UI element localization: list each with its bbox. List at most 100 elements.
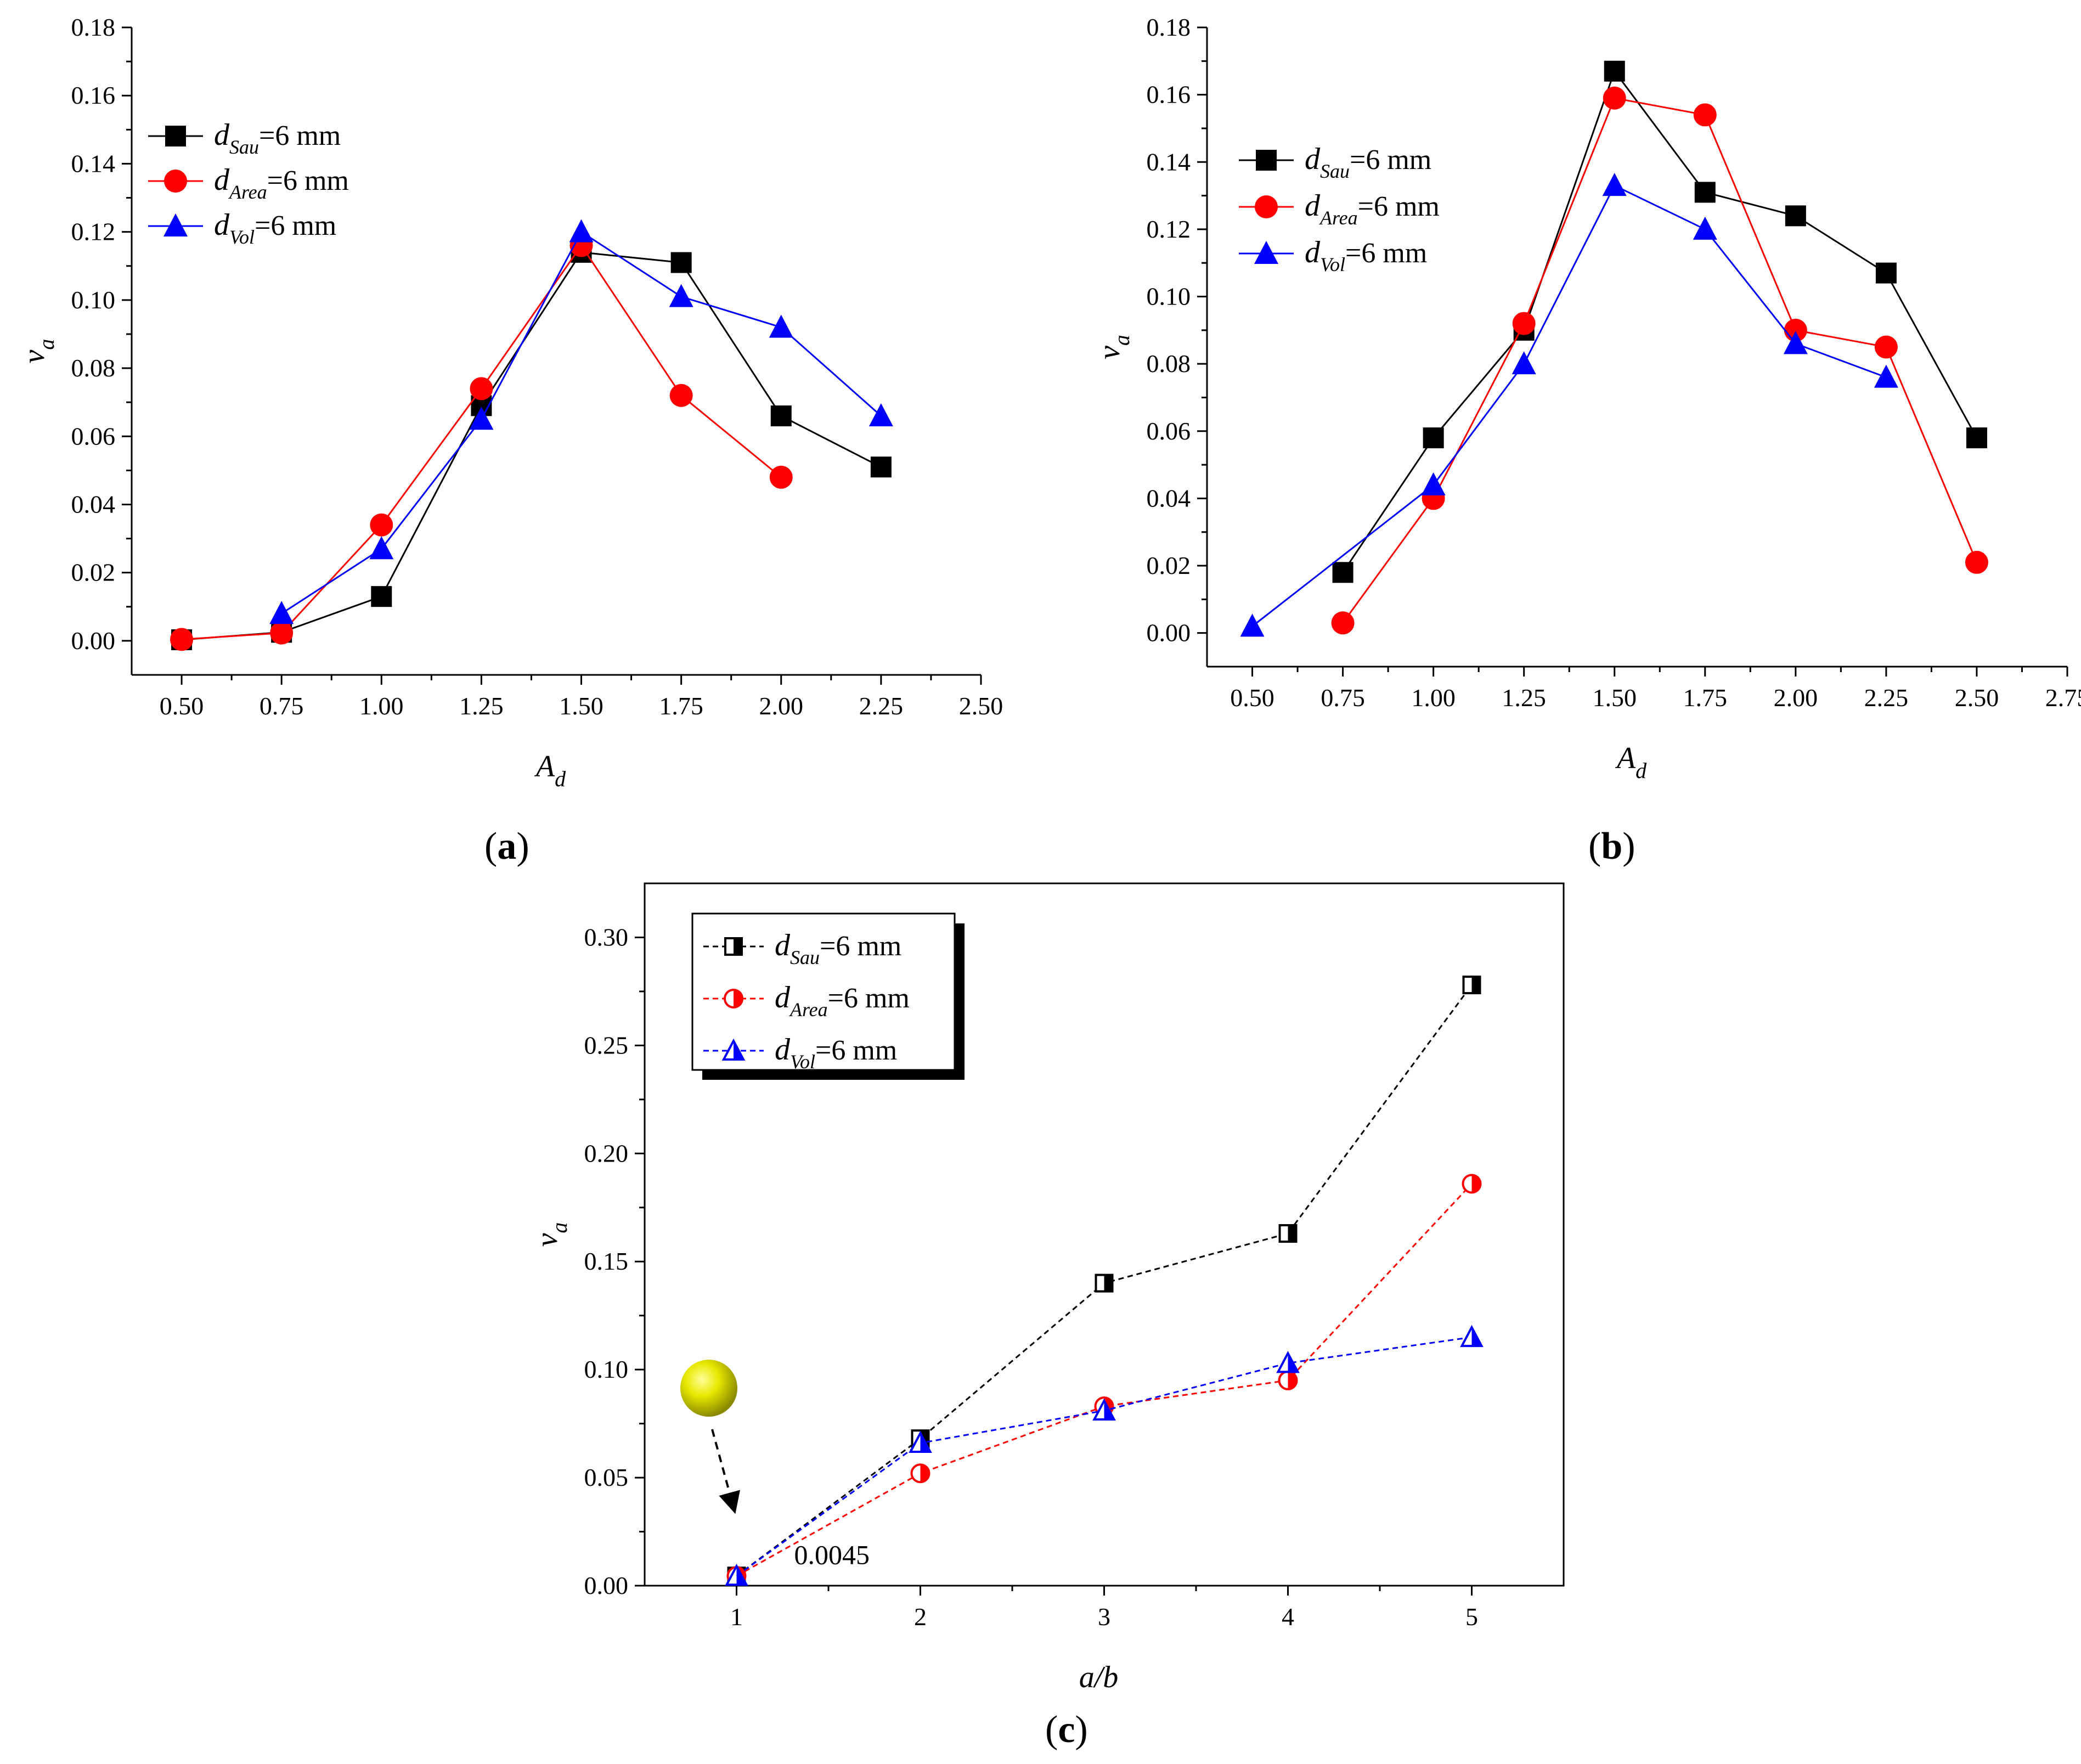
data-point-vol (1693, 216, 1717, 240)
x-tick-label: 2.00 (1774, 684, 1818, 712)
y-tick-label: 0.00 (584, 1571, 629, 1599)
y-tick-label: 0.10 (71, 286, 116, 314)
y-tick-label: 0.02 (71, 559, 116, 587)
y-tick-label: 0.18 (71, 13, 116, 41)
x-tick-label: 2.50 (959, 692, 1003, 720)
sphere-icon (680, 1360, 737, 1417)
data-point-vol (1460, 1325, 1484, 1348)
annotation-label: 0.0045 (794, 1539, 870, 1570)
legend-marker (164, 170, 187, 193)
y-tick-label: 0.12 (71, 218, 116, 246)
legend-label: dArea=6 mm (1305, 189, 1440, 229)
data-point-area (1693, 103, 1717, 127)
y-tick-label: 0.30 (584, 923, 629, 951)
data-point-area (769, 465, 793, 489)
data-point-sau (1785, 205, 1806, 227)
data-point-vol (909, 1430, 932, 1453)
data-point-vol (1783, 331, 1808, 354)
x-tick-label: 3 (1098, 1603, 1110, 1631)
panel-label: (b) (1588, 825, 1636, 867)
x-tick-label: 2.00 (759, 692, 804, 720)
x-axis-title: a/b (1079, 1660, 1119, 1694)
x-tick-label: 2.25 (1864, 684, 1909, 712)
y-tick-label: 0.15 (584, 1247, 629, 1275)
y-tick-label: 0.04 (1147, 484, 1191, 512)
data-point-vol (569, 219, 594, 243)
data-point-area (1603, 86, 1626, 110)
x-tick-label: 1.25 (459, 692, 504, 720)
x-tick-label: 2.50 (1955, 684, 1999, 712)
y-tick-label: 0.00 (1147, 619, 1191, 647)
x-tick-label: 2.75 (2045, 684, 2081, 712)
legend-label: dVol=6 mm (214, 208, 336, 248)
data-point-sau (1966, 427, 1987, 449)
y-axis-title: va (530, 1222, 572, 1247)
data-point-vol (1421, 472, 1446, 495)
y-tick-label: 0.04 (71, 490, 116, 518)
x-tick-label: 1.75 (659, 692, 703, 720)
x-tick-label: 2 (914, 1603, 927, 1631)
data-point-vol (669, 284, 693, 307)
x-tick-label: 1.50 (1592, 684, 1637, 712)
data-point-sau (1278, 1224, 1298, 1243)
y-tick-label: 0.10 (584, 1355, 629, 1383)
legend-marker (163, 213, 188, 236)
x-tick-label: 0.75 (260, 692, 304, 720)
y-tick-label: 0.08 (71, 354, 116, 382)
data-point-sau (870, 457, 892, 478)
y-tick-label: 0.08 (1147, 350, 1191, 377)
y-tick-label: 0.18 (1147, 13, 1191, 41)
y-tick-label: 0.20 (584, 1139, 629, 1167)
data-point-sau (1095, 1273, 1114, 1293)
data-point-vol (469, 407, 494, 430)
legend: dSau=6 mm dArea=6 mm dVol=6 mm (148, 118, 349, 248)
legend-label: dSau=6 mm (214, 118, 341, 158)
x-tick-label: 1 (730, 1603, 743, 1631)
x-tick-label: 1.75 (1683, 684, 1728, 712)
x-tick-label: 1.00 (1411, 684, 1456, 712)
data-point-sau (1694, 182, 1716, 203)
data-point-area (1331, 611, 1355, 635)
x-tick-label: 0.50 (1230, 684, 1274, 712)
y-tick-label: 0.10 (1147, 283, 1191, 311)
y-tick-label: 0.05 (584, 1463, 629, 1491)
legend-label: dVol=6 mm (1305, 235, 1427, 275)
legend: dSau=6 mm dArea=6 mm dVol=6 mm (1239, 142, 1440, 275)
data-point-area (470, 377, 493, 401)
legend-label: dSau=6 mm (1305, 142, 1431, 182)
data-point-vol (1276, 1351, 1300, 1373)
x-tick-label: 5 (1465, 1603, 1478, 1631)
y-tick-label: 0.06 (1147, 417, 1191, 445)
chart-panel-b: 0.00 0.02 0.04 0.06 0.08 0.10 0.12 0.14 0.16 0.18… (1092, 13, 2081, 867)
y-tick-label: 0.14 (1147, 148, 1191, 176)
legend-marker (1254, 241, 1278, 264)
y-tick-label: 0.16 (1147, 81, 1191, 109)
data-point-sau (770, 405, 792, 426)
y-axis-title: va (17, 339, 59, 364)
data-point-vol (869, 403, 893, 426)
data-point-sau (1875, 262, 1897, 284)
legend-label: dArea=6 mm (214, 163, 349, 203)
y-tick-label: 0.00 (71, 627, 116, 655)
panel-label: (c) (1045, 1709, 1088, 1751)
data-point-vol (1602, 173, 1627, 196)
data-point-area (1462, 1174, 1482, 1194)
data-point-sau (1462, 976, 1481, 995)
series-line-area (736, 1183, 1473, 1577)
data-point-vol (1512, 351, 1536, 375)
x-tick-label: 0.75 (1321, 684, 1365, 712)
x-tick-label: 4 (1282, 1603, 1294, 1631)
data-point-vol (269, 601, 294, 624)
legend-marker (165, 126, 186, 146)
data-point-vol (725, 1564, 748, 1586)
chart-panel-a: 0.00 0.02 0.04 0.06 0.08 0.10 0.12 0.14 0.16 0.18… (17, 13, 1003, 867)
x-tick-label: 1.00 (359, 692, 404, 720)
y-axis-title: va (1092, 335, 1134, 359)
chart-panel-c: 0.00 0.05 0.10 0.15 0.20 0.25 0.30 1 2 3 4 5 a/b va dS… (530, 882, 1565, 1751)
data-point-vol (1092, 1398, 1116, 1421)
x-tick-label: 1.25 (1502, 684, 1546, 712)
series-line-sau (181, 251, 882, 641)
x-tick-label: 2.25 (859, 692, 904, 720)
data-point-area (170, 628, 194, 651)
